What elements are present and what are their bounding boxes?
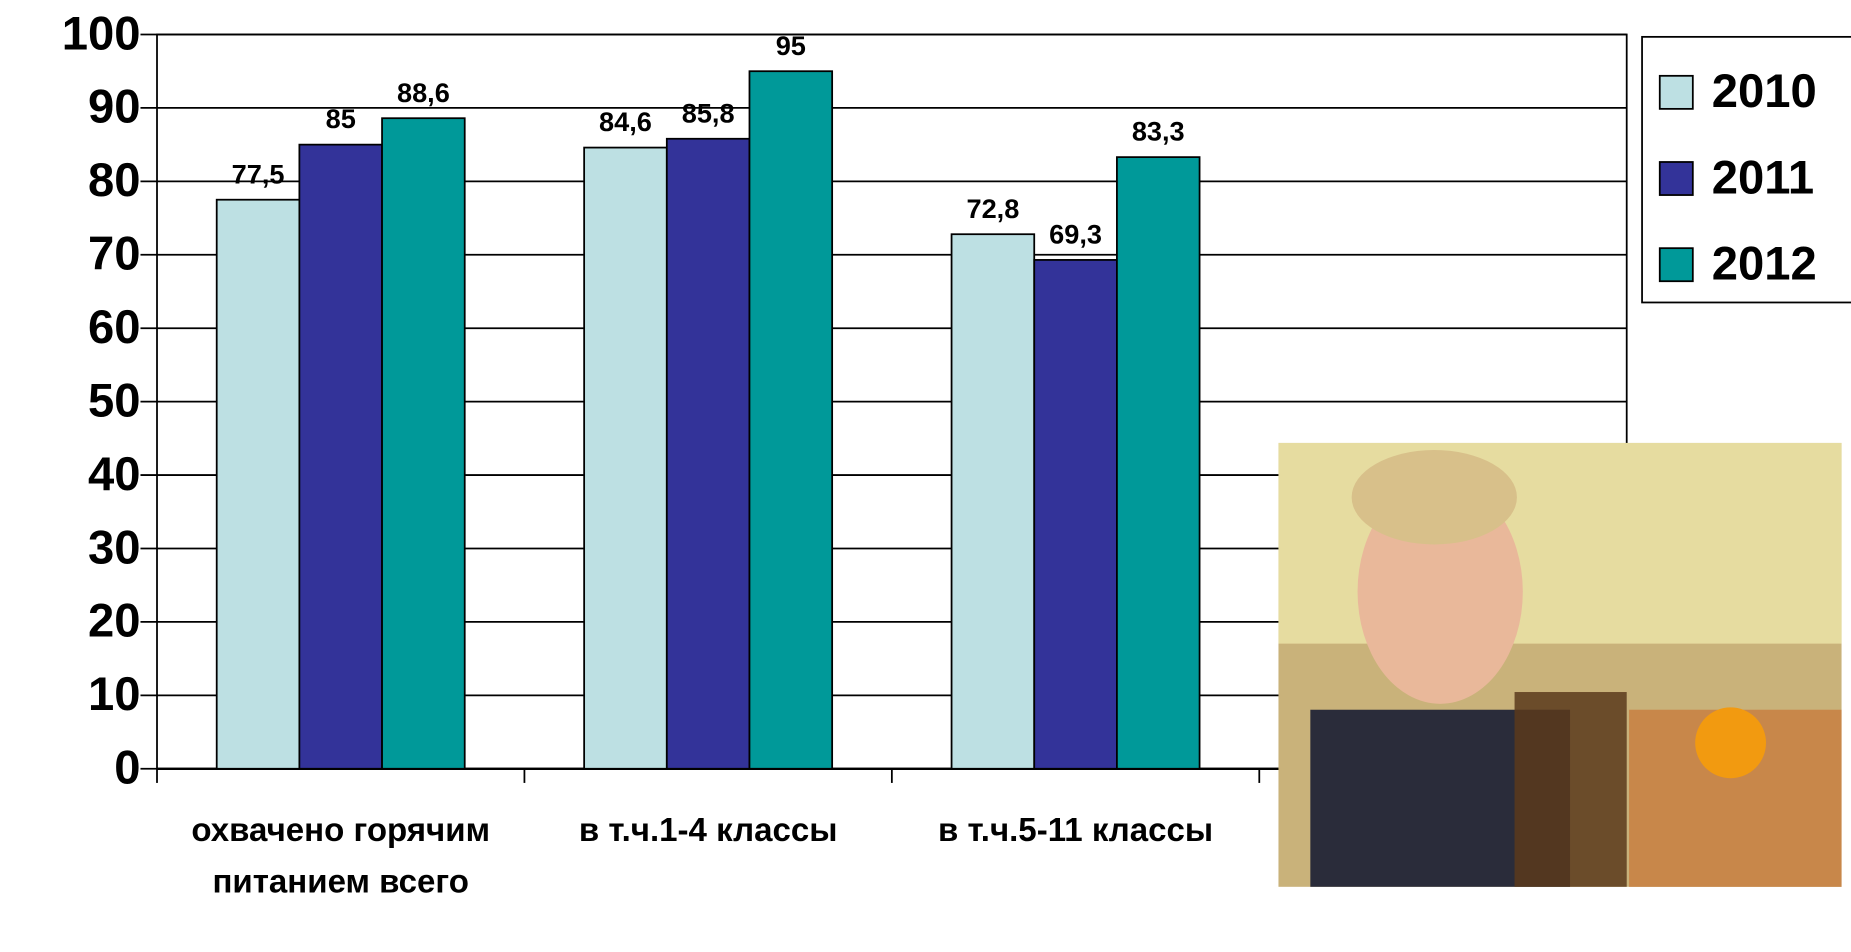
y-tick-label: 60 bbox=[88, 301, 141, 354]
legend-label: 2010 bbox=[1712, 65, 1817, 118]
data-label: 85,8 bbox=[682, 97, 735, 128]
x-tick-label: в т.ч.1-4 классы bbox=[578, 811, 838, 848]
y-tick-label: 90 bbox=[88, 81, 141, 134]
y-tick-label: 0 bbox=[114, 742, 140, 795]
y-tick-label: 100 bbox=[62, 7, 141, 60]
bar bbox=[748, 70, 834, 770]
y-tick-label: 10 bbox=[88, 668, 141, 721]
data-label: 72,8 bbox=[966, 193, 1019, 224]
photo-orange bbox=[1695, 707, 1767, 779]
x-tick-label-box: в т.ч.1-4 классы bbox=[578, 811, 838, 848]
legend-label: 2011 bbox=[1712, 151, 1814, 204]
bar bbox=[215, 198, 301, 770]
legend-label: 2012 bbox=[1712, 238, 1817, 291]
data-label: 83,3 bbox=[1132, 116, 1185, 147]
x-tick-label: в т.ч.5-11 классы bbox=[937, 811, 1214, 848]
photo-glass bbox=[1514, 692, 1627, 887]
legend-swatch bbox=[1658, 247, 1694, 283]
y-tick-label: 30 bbox=[88, 521, 141, 574]
legend-swatch bbox=[1658, 74, 1694, 110]
bar bbox=[298, 143, 383, 770]
legend-swatch bbox=[1658, 161, 1694, 196]
bar bbox=[381, 117, 466, 770]
bar bbox=[1116, 156, 1201, 770]
bar bbox=[583, 146, 668, 770]
photo bbox=[1278, 442, 1842, 887]
y-tick-label: 70 bbox=[88, 228, 141, 281]
data-label: 85 bbox=[326, 103, 356, 134]
bar bbox=[950, 233, 1036, 770]
x-tick-label-box: охвачено горячим питанием всего bbox=[191, 811, 491, 900]
y-tick-label: 50 bbox=[88, 374, 141, 427]
bar bbox=[665, 137, 751, 770]
bar bbox=[1033, 259, 1118, 770]
data-label: 84,6 bbox=[599, 106, 652, 137]
data-label: 77,5 bbox=[232, 158, 285, 189]
photo-hair bbox=[1351, 450, 1517, 545]
y-tick-label: 40 bbox=[88, 448, 141, 501]
y-tick-label: 80 bbox=[88, 154, 141, 207]
x-tick-label: охвачено горячим питанием всего bbox=[191, 811, 491, 900]
x-tick-label-box: в т.ч.5-11 классы bbox=[937, 811, 1214, 848]
data-label: 69,3 bbox=[1049, 218, 1102, 249]
y-tick-label: 20 bbox=[88, 595, 141, 648]
data-label: 88,6 bbox=[397, 77, 450, 108]
data-label: 95 bbox=[776, 30, 806, 61]
